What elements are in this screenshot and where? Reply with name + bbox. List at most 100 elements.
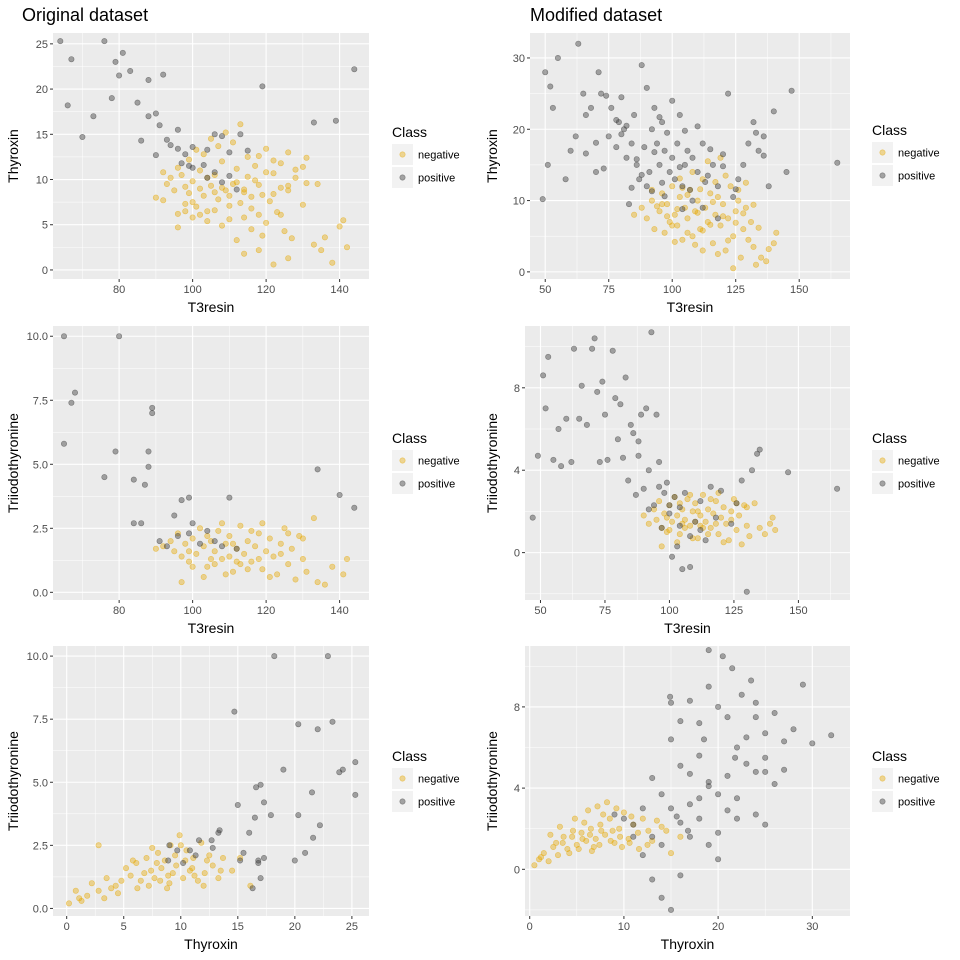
- data-point-positive: [702, 537, 709, 544]
- data-point-negative: [237, 200, 244, 207]
- x-tick-label: 50: [534, 605, 546, 617]
- legend-title: Class: [392, 124, 427, 140]
- data-point-negative: [166, 880, 173, 887]
- x-tick-label: 120: [257, 605, 275, 617]
- legend-symbol-negative: [879, 775, 886, 782]
- data-point-positive: [625, 477, 632, 484]
- data-point-positive: [696, 752, 703, 759]
- data-point-positive: [196, 837, 203, 844]
- data-point-positive: [656, 483, 663, 490]
- data-point-positive: [160, 71, 167, 78]
- data-point-negative: [248, 527, 255, 534]
- data-point-negative: [197, 211, 204, 218]
- data-point-negative: [664, 201, 671, 208]
- data-point-negative: [643, 215, 650, 222]
- data-point-positive: [617, 401, 624, 408]
- data-point-negative: [656, 498, 663, 505]
- data-point-negative: [658, 823, 665, 830]
- data-point-negative: [773, 229, 780, 236]
- data-point-negative: [586, 831, 593, 838]
- data-point-negative: [707, 221, 714, 228]
- data-point-positive: [240, 849, 247, 856]
- data-point-negative: [694, 508, 701, 515]
- legend-label-positive: positive: [898, 479, 935, 491]
- data-point-negative: [182, 540, 189, 547]
- data-point-positive: [633, 161, 640, 168]
- data-point-negative: [730, 233, 737, 240]
- data-point-negative: [692, 241, 699, 248]
- data-point-positive: [567, 147, 574, 154]
- legend-symbol-negative: [399, 457, 406, 464]
- data-point-negative: [587, 825, 594, 832]
- data-point-negative: [244, 538, 251, 545]
- data-point-positive: [648, 126, 655, 133]
- x-tick-label: 0: [64, 921, 70, 933]
- data-point-negative: [200, 151, 207, 158]
- data-point-positive: [638, 411, 645, 418]
- data-point-negative: [277, 184, 284, 191]
- data-point-negative: [758, 254, 765, 261]
- panel-background: [525, 326, 850, 600]
- data-point-positive: [679, 206, 686, 213]
- data-point-negative: [252, 543, 259, 550]
- data-point-positive: [707, 146, 714, 153]
- data-point-negative: [321, 234, 328, 241]
- data-point-negative: [108, 885, 115, 892]
- legend: Class negative positive: [392, 124, 460, 188]
- data-point-negative: [649, 837, 656, 844]
- data-point-negative: [736, 512, 743, 519]
- y-tick-label: 0: [514, 548, 520, 560]
- data-point-negative: [717, 222, 724, 229]
- x-axis-title: T3resin: [664, 620, 711, 636]
- data-point-negative: [163, 181, 170, 188]
- data-point-negative: [248, 205, 255, 212]
- data-point-positive: [733, 500, 740, 507]
- data-point-positive: [681, 127, 688, 134]
- y-tick-label: 0: [514, 864, 520, 876]
- data-point-positive: [732, 186, 739, 193]
- data-point-negative: [694, 197, 701, 204]
- data-point-negative: [211, 548, 218, 555]
- data-point-positive: [204, 527, 211, 534]
- data-point-positive: [639, 852, 646, 859]
- x-tick-label: 0: [527, 921, 533, 933]
- data-point-negative: [756, 524, 763, 531]
- data-point-positive: [130, 520, 137, 527]
- data-point-negative: [248, 226, 255, 233]
- data-point-negative: [277, 550, 284, 557]
- data-point-negative: [684, 215, 691, 222]
- data-point-negative: [707, 524, 714, 531]
- data-point-positive: [790, 726, 797, 733]
- legend-label-negative: negative: [418, 774, 460, 786]
- data-point-positive: [204, 146, 211, 153]
- data-point-negative: [182, 208, 189, 215]
- scatter-panel-1: 80 100 120 140 0 5 10 15 20 25 T3resin Thyroxin Clas…: [5, 33, 460, 315]
- data-point-negative: [288, 545, 295, 552]
- data-point-negative: [299, 163, 306, 170]
- data-point-negative: [95, 887, 102, 894]
- data-point-negative: [226, 553, 233, 560]
- data-point-negative: [178, 553, 185, 560]
- data-point-positive: [219, 543, 226, 550]
- data-point-positive: [714, 183, 721, 190]
- data-point-positive: [715, 703, 722, 710]
- panel-background: [53, 646, 369, 916]
- data-point-negative: [746, 533, 753, 540]
- x-tick-label: 20: [289, 921, 301, 933]
- data-point-positive: [260, 799, 267, 806]
- data-point-negative: [658, 543, 665, 550]
- data-point-positive: [640, 485, 647, 492]
- data-point-negative: [252, 177, 259, 184]
- data-point-positive: [108, 95, 115, 102]
- data-point-negative: [725, 215, 732, 222]
- data-point-negative: [609, 827, 616, 834]
- data-point-positive: [628, 184, 635, 191]
- data-point-positive: [249, 885, 256, 892]
- data-point-positive: [332, 117, 339, 124]
- y-axis-title: Triiodothyronine: [5, 413, 21, 513]
- data-point-negative: [581, 819, 588, 826]
- data-point-positive: [671, 176, 678, 183]
- data-point-negative: [233, 165, 240, 172]
- panel-title-original: Original dataset: [22, 5, 148, 25]
